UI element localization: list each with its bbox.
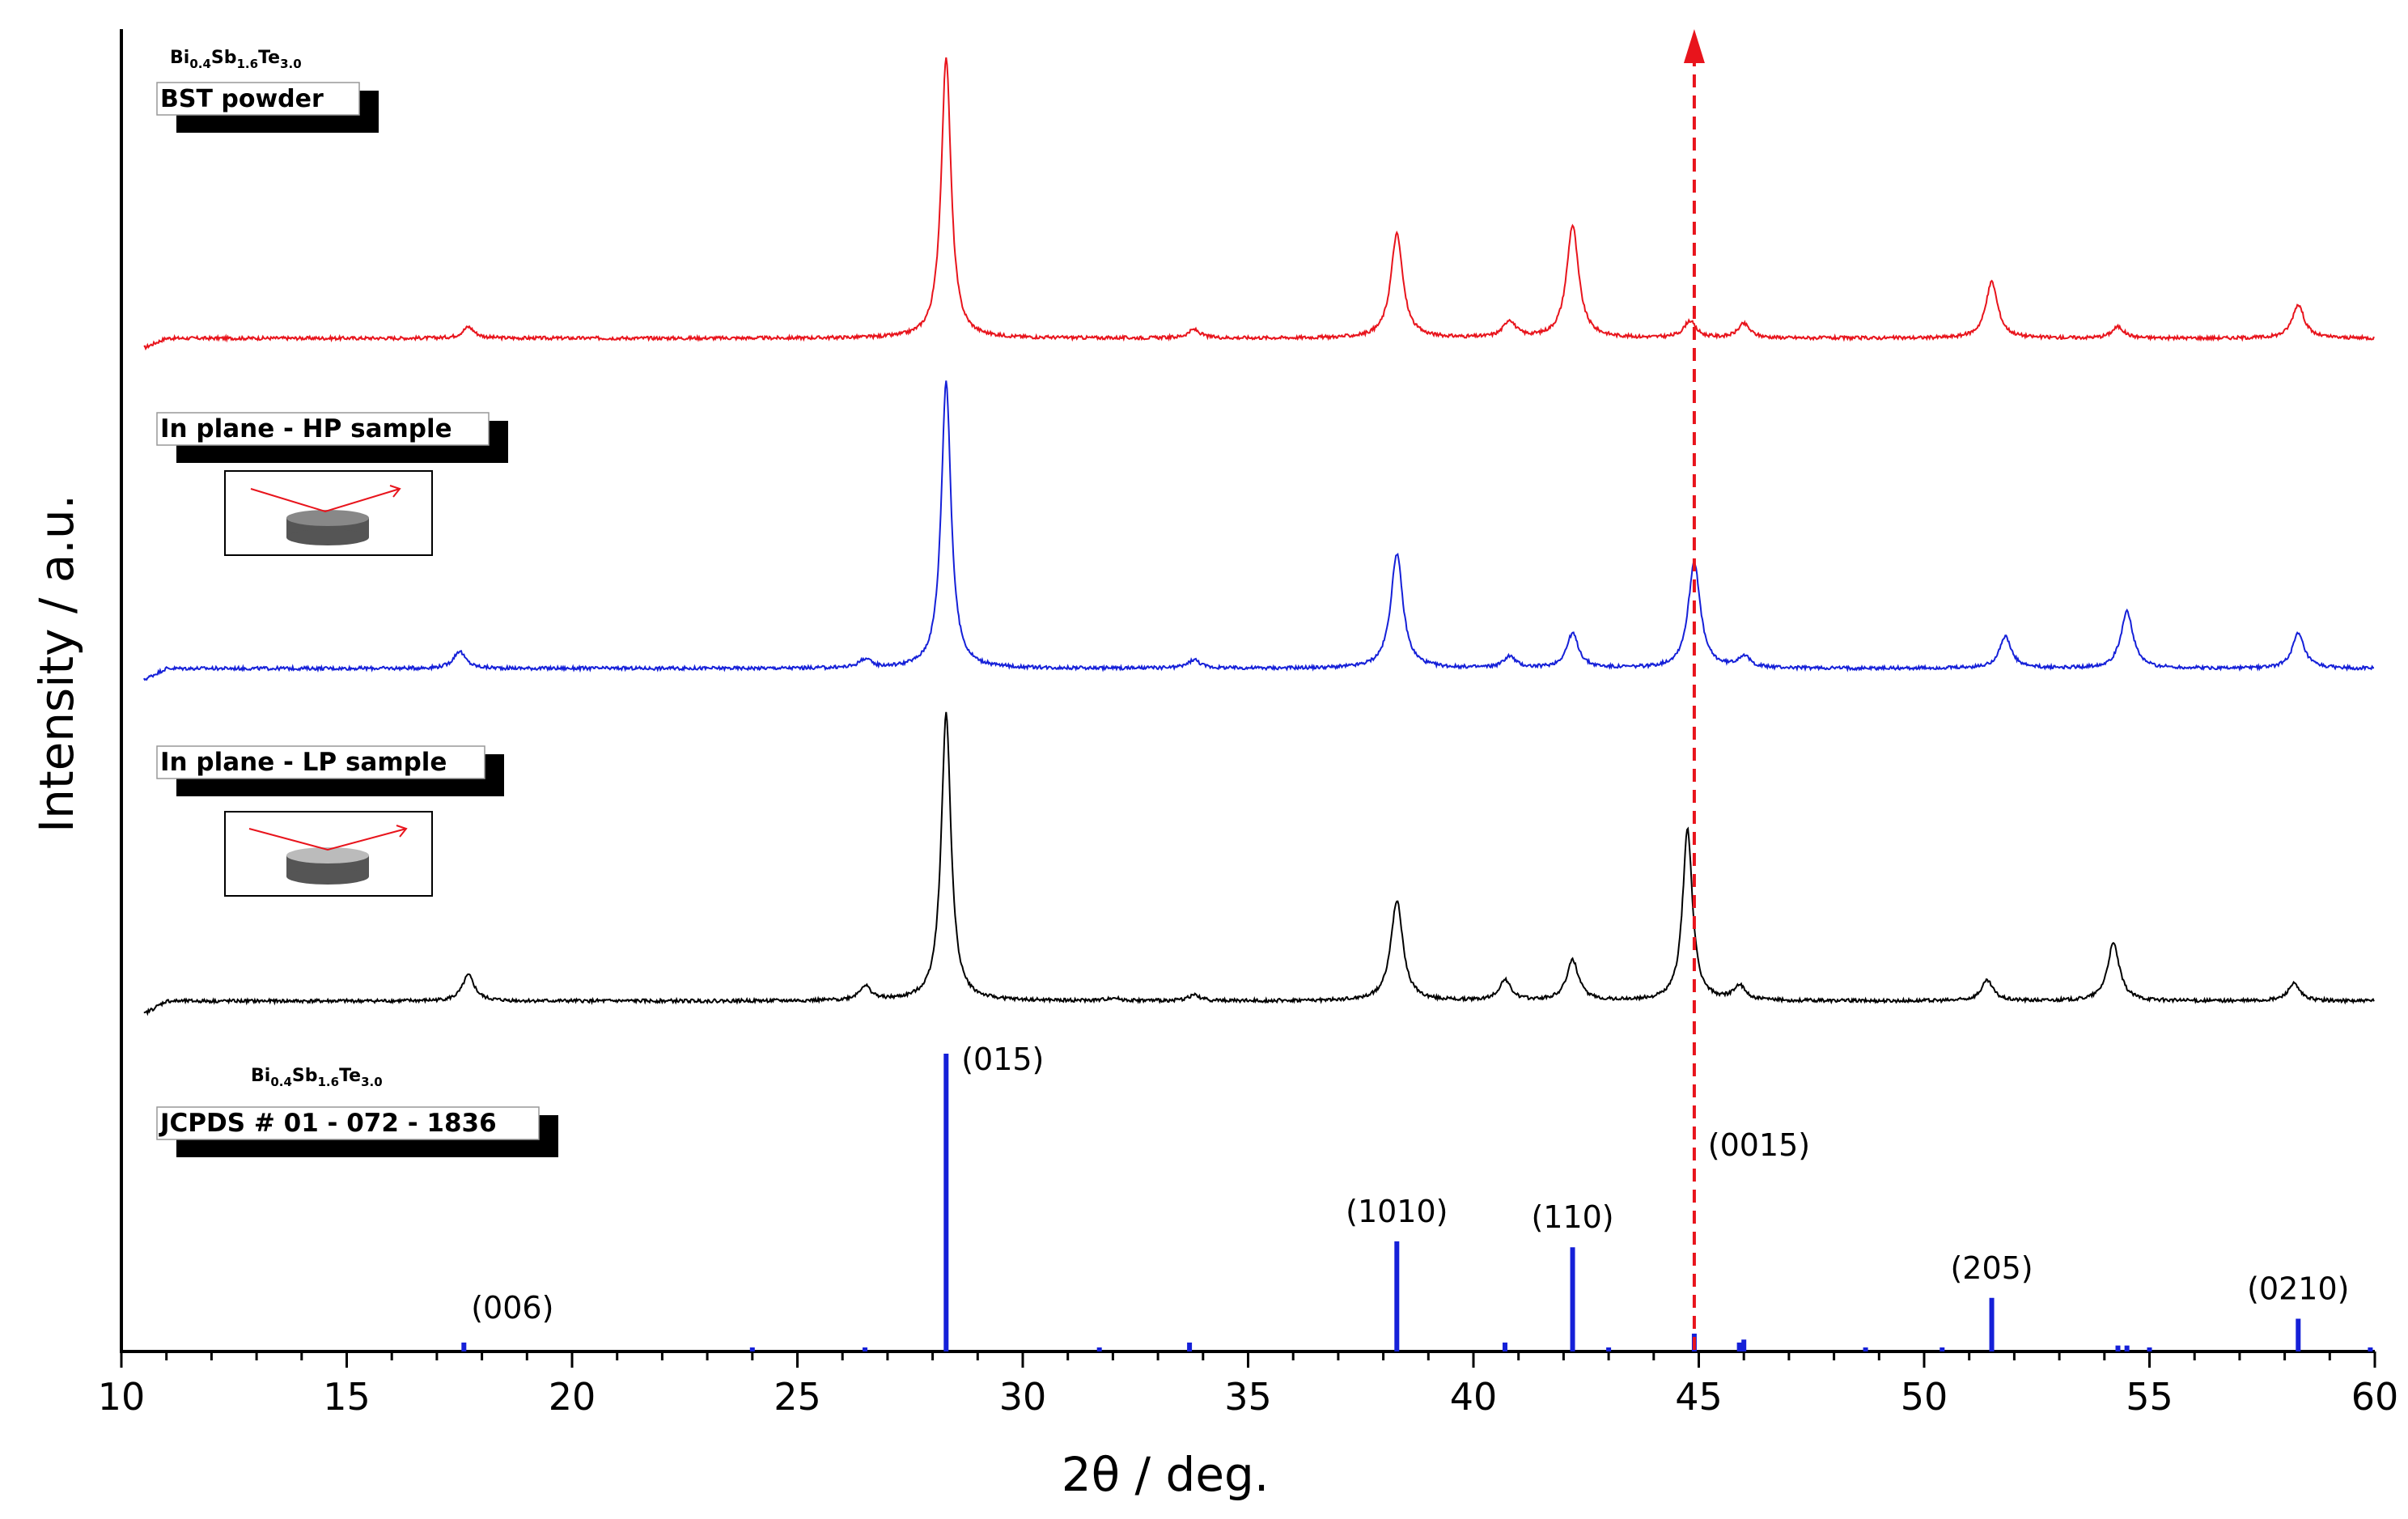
axes: 10 15 20 25 30 35 40 45 50 55 60 <box>98 29 2399 1419</box>
reference-sticks <box>461 1054 2373 1351</box>
x-tick-label: 35 <box>1224 1375 1272 1419</box>
x-tick-label: 25 <box>774 1375 821 1419</box>
x-tick-labels: 10 15 20 25 30 35 40 45 50 55 60 <box>98 1375 2399 1419</box>
series-line-2 <box>143 711 2375 1016</box>
x-tick-label: 20 <box>549 1375 596 1419</box>
x-tick-label: 10 <box>98 1375 146 1419</box>
reference-peak-label: (0210) <box>2247 1271 2349 1307</box>
curves <box>142 57 2375 1016</box>
label-box-hp: In plane - HP sample <box>156 412 508 463</box>
label-box-lp: In plane - LP sample <box>156 745 504 796</box>
series-line-0 <box>143 57 2375 351</box>
x-ticks <box>120 1351 2376 1368</box>
reference-peak-label: (110) <box>1531 1199 1613 1235</box>
reference-labels: (006) (015) (1010) (110) (0015) (205) (0210) <box>471 1042 2349 1326</box>
reference-peak-label: (1010) <box>1346 1194 1448 1229</box>
y-axis-title: Intensity / a.u. <box>29 494 84 833</box>
formula-reference: Bi0.4Sb1.6Te3.0 <box>251 1066 383 1089</box>
marker-arrowhead <box>1683 29 1705 63</box>
x-tick-label: 30 <box>999 1375 1047 1419</box>
formula-powder: Bi0.4Sb1.6Te3.0 <box>170 48 302 71</box>
reference-peak-label: (0015) <box>1708 1127 1810 1163</box>
x-axis-title: 2θ / deg. <box>1062 1447 1270 1502</box>
series-label-powder: BST powder <box>160 85 324 113</box>
reference-peak-label: (006) <box>471 1290 553 1326</box>
x-tick-label: 50 <box>1901 1375 1948 1419</box>
marker-line <box>1683 29 1705 1350</box>
sample-schematic-lp <box>224 811 433 897</box>
x-tick-label: 55 <box>2126 1375 2173 1419</box>
label-box-reference: Bi0.4Sb1.6Te3.0 JCPDS # 01 - 072 - 1836 <box>156 1066 558 1157</box>
reference-label: JCPDS # 01 - 072 - 1836 <box>159 1109 497 1138</box>
reference-peak-label: (015) <box>961 1042 1044 1077</box>
series-label-lp: In plane - LP sample <box>160 748 447 777</box>
label-box-powder: Bi0.4Sb1.6Te3.0 BST powder <box>156 48 379 133</box>
sample-schematic-hp <box>224 470 433 556</box>
x-tick-label: 40 <box>1450 1375 1498 1419</box>
x-tick-label: 45 <box>1675 1375 1723 1419</box>
x-tick-label: 60 <box>2351 1375 2399 1419</box>
series-line-1 <box>142 380 2375 681</box>
reference-peak-label: (205) <box>1950 1250 2033 1286</box>
series-label-hp: In plane - HP sample <box>160 414 452 443</box>
x-tick-label: 15 <box>323 1375 371 1419</box>
